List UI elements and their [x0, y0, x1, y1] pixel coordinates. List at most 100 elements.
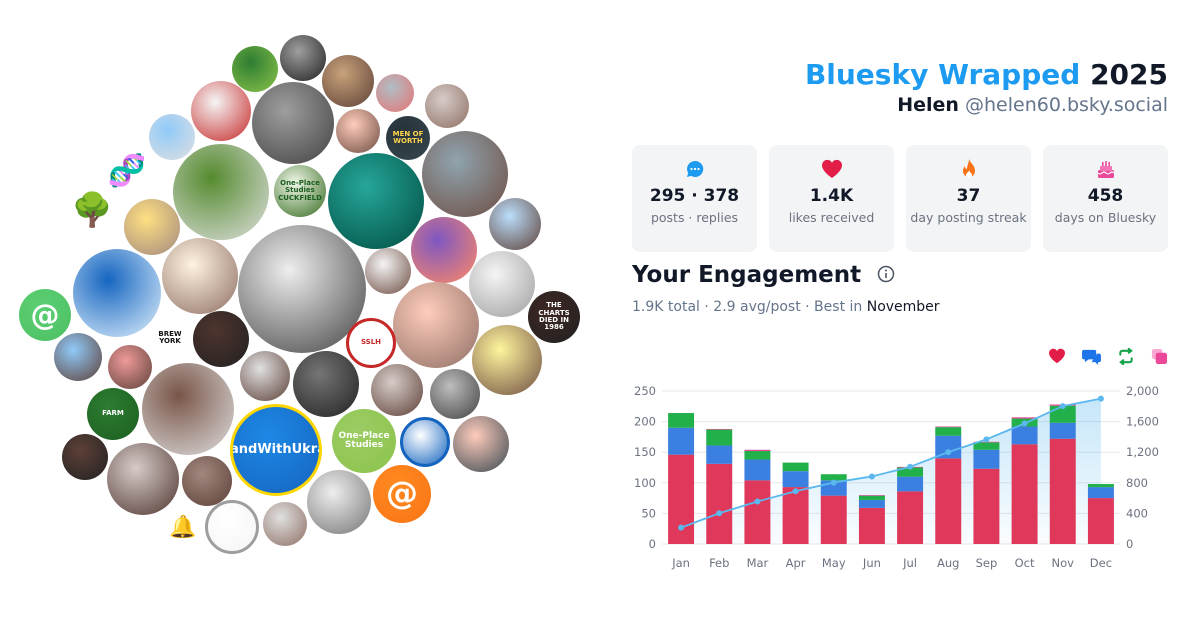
- tree-pixel-avatar[interactable]: 🌳: [62, 180, 122, 240]
- bar-segment-reposts[interactable]: [744, 450, 771, 460]
- older-man-avatar[interactable]: [240, 351, 290, 401]
- woman-brown-hair-avatar[interactable]: [107, 443, 179, 515]
- dog-avatar[interactable]: [162, 238, 238, 314]
- bar-segment-quotes[interactable]: [935, 426, 962, 428]
- woman-long-hair-avatar[interactable]: [62, 434, 108, 480]
- man-bald-avatar[interactable]: [108, 345, 152, 389]
- reply-icon[interactable]: [1082, 348, 1101, 369]
- sunset-avatar[interactable]: [411, 217, 477, 283]
- info-icon[interactable]: [877, 263, 895, 289]
- older-man-glasses-avatar[interactable]: [393, 282, 479, 368]
- bar-segment-replies[interactable]: [858, 499, 885, 508]
- bar-segment-replies[interactable]: [935, 435, 962, 459]
- brew-york-avatar[interactable]: BREW YORK: [148, 316, 192, 360]
- phone-box-avatar[interactable]: [191, 81, 251, 141]
- sketch-avatar[interactable]: [469, 251, 535, 317]
- bar-segment-reposts[interactable]: [973, 442, 1000, 450]
- bar-segment-likes[interactable]: [858, 507, 885, 544]
- hiker-avatar[interactable]: [489, 198, 541, 250]
- man-glasses-avatar[interactable]: [336, 109, 380, 153]
- woman-glasses-avatar[interactable]: [322, 55, 374, 107]
- mountain-hut-avatar[interactable]: [149, 114, 195, 160]
- bar-segment-replies[interactable]: [706, 445, 733, 464]
- bar-segment-reposts[interactable]: [897, 467, 924, 477]
- man-plaid-avatar[interactable]: [142, 363, 234, 455]
- bar-segment-quotes[interactable]: [744, 449, 771, 451]
- bar-segment-reposts[interactable]: [820, 474, 847, 481]
- bar-segment-replies[interactable]: [744, 459, 771, 481]
- woman-grey-hair-avatar[interactable]: [376, 74, 414, 112]
- bar-segment-quotes[interactable]: [1011, 417, 1038, 419]
- tree-pixel-avatar-glyph: 🌳: [71, 189, 113, 229]
- men-of-worth-avatar[interactable]: MEN OF WORTH: [386, 116, 430, 160]
- bar-segment-reposts[interactable]: [935, 427, 962, 436]
- bar-segment-likes[interactable]: [782, 487, 809, 544]
- repost-icon[interactable]: [1117, 347, 1135, 369]
- cumulative-point: [1021, 420, 1028, 427]
- quote-icon[interactable]: [1151, 348, 1168, 369]
- bar-segment-likes[interactable]: [820, 495, 847, 544]
- bar-segment-replies[interactable]: [782, 471, 809, 488]
- bar-segment-replies[interactable]: [1049, 422, 1076, 439]
- stat-card-days: 458 days on Bluesky: [1043, 145, 1168, 252]
- tree-seal-avatar[interactable]: [400, 417, 450, 467]
- snow-park-avatar[interactable]: [238, 225, 366, 353]
- man-hat-avatar[interactable]: [182, 456, 232, 506]
- pine-tree-avatar[interactable]: [173, 144, 269, 240]
- user-handle[interactable]: @helen60.bsky.social: [965, 94, 1168, 116]
- bar-segment-reposts[interactable]: [706, 429, 733, 446]
- bar-segment-quotes[interactable]: [706, 428, 733, 430]
- bar-segment-replies[interactable]: [1087, 487, 1114, 499]
- tree-avatar[interactable]: [232, 46, 278, 92]
- x-tick: Nov: [1052, 556, 1075, 570]
- bar-segment-replies[interactable]: [668, 427, 695, 455]
- farm-logo-avatar[interactable]: FARM: [87, 388, 139, 440]
- at-green-avatar[interactable]: @: [19, 289, 71, 341]
- man-grey-avatar[interactable]: [453, 416, 509, 472]
- bar-segment-likes[interactable]: [744, 480, 771, 544]
- bearded-man-avatar[interactable]: [193, 311, 249, 367]
- bar-segment-likes[interactable]: [897, 491, 924, 544]
- family-photo-avatar[interactable]: [293, 351, 359, 417]
- woman-grey-glasses-avatar[interactable]: [307, 470, 371, 534]
- proud-mug-avatar[interactable]: [73, 249, 161, 337]
- woman-blonde-avatar[interactable]: [124, 199, 180, 255]
- dna-magnifier-avatar[interactable]: 🧬: [99, 143, 155, 199]
- bar-segment-likes[interactable]: [1011, 444, 1038, 544]
- bar-segment-reposts[interactable]: [668, 413, 695, 428]
- cumulative-line: [680, 397, 1102, 529]
- bluebell-logo-avatar[interactable]: 🔔: [163, 508, 203, 548]
- bw-portrait-avatar[interactable]: [280, 35, 326, 81]
- cuckfield-avatar[interactable]: One-Place Studies CUCKFIELD: [274, 165, 326, 217]
- man-white-shirt-avatar[interactable]: [263, 502, 307, 546]
- bar-segment-likes[interactable]: [1087, 498, 1114, 544]
- man-smiling-avatar[interactable]: [422, 131, 508, 217]
- bar-segment-replies[interactable]: [897, 476, 924, 492]
- devon-mug-avatar[interactable]: [425, 84, 469, 128]
- stamp-logo-avatar[interactable]: [205, 500, 259, 554]
- sslh-avatar[interactable]: SSLH: [346, 318, 396, 368]
- one-place-studies-avatar[interactable]: One-Place Studies: [332, 409, 396, 473]
- bar-segment-replies[interactable]: [1011, 426, 1038, 445]
- bar-segment-reposts[interactable]: [782, 462, 809, 472]
- at-orange-avatar[interactable]: @: [373, 465, 431, 523]
- stand-with-ukraine-avatar[interactable]: #StandWithUkraine: [230, 404, 322, 496]
- cumulative-point: [754, 498, 761, 505]
- bar-segment-reposts[interactable]: [1087, 484, 1114, 488]
- dolphin-avatar[interactable]: [328, 153, 424, 249]
- bar-segment-likes[interactable]: [1049, 438, 1076, 544]
- bar-segment-likes[interactable]: [973, 468, 1000, 544]
- charts-died-avatar[interactable]: THE CHARTS DIED IN 1986: [528, 291, 580, 343]
- bar-segment-likes[interactable]: [935, 458, 962, 544]
- bar-segment-quotes[interactable]: [858, 495, 885, 496]
- mountain-walker-avatar[interactable]: [472, 325, 542, 395]
- bar-segment-likes[interactable]: [706, 463, 733, 544]
- shoe-avatar[interactable]: [365, 248, 411, 294]
- bar-segment-reposts[interactable]: [858, 495, 885, 500]
- woman-dark-hair-avatar[interactable]: [371, 364, 423, 416]
- heart-icon[interactable]: [1048, 348, 1066, 369]
- street-scene-avatar[interactable]: [252, 82, 334, 164]
- bar-segment-replies[interactable]: [973, 449, 1000, 469]
- man-cap-avatar[interactable]: [54, 333, 102, 381]
- bw-woman-avatar[interactable]: [430, 369, 480, 419]
